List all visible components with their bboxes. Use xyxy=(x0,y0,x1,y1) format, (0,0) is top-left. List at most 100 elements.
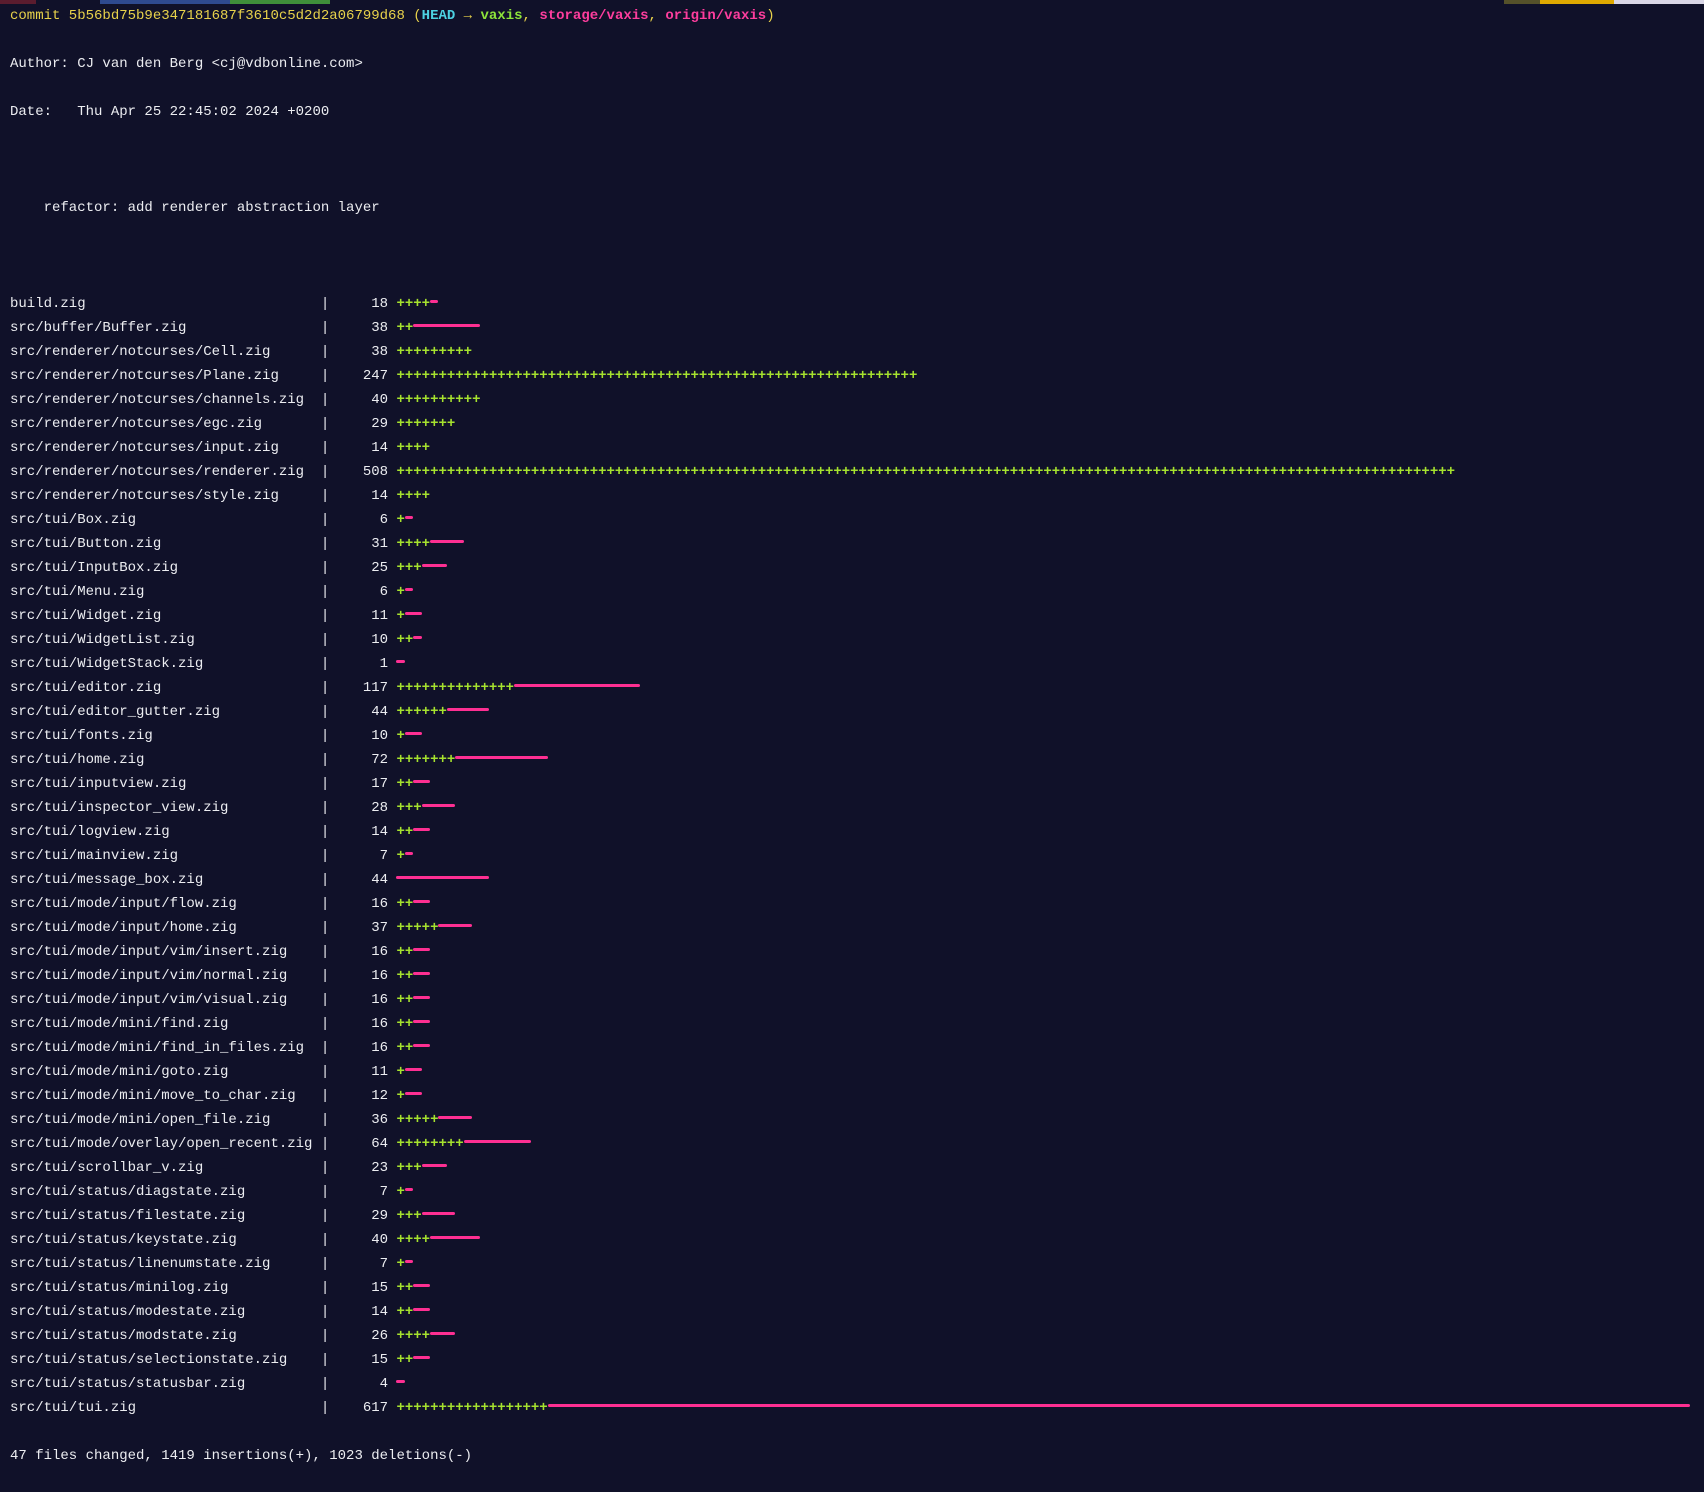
diffstat-row: src/tui/status/filestate.zig | 29 +++ xyxy=(10,1204,1690,1228)
commit-line-part: vaxis xyxy=(480,8,523,24)
deletions-bar xyxy=(404,1067,422,1071)
file-name-and-count: src/tui/Menu.zig | 6 xyxy=(10,584,397,600)
diffstat-row: src/tui/mode/overlay/open_recent.zig | 6… xyxy=(10,1132,1690,1156)
diffstat-row: src/tui/mode/mini/find.zig | 16 ++ xyxy=(10,1012,1690,1036)
file-name-and-count: src/tui/Button.zig | 31 xyxy=(10,536,397,552)
file-name-and-count: src/renderer/notcurses/renderer.zig | 50… xyxy=(10,464,397,480)
deletions-bar xyxy=(421,563,447,567)
date-line: Date: Thu Apr 25 22:45:02 2024 +0200 xyxy=(10,104,330,120)
file-name-and-count: src/tui/mode/mini/find.zig | 16 xyxy=(10,1016,397,1032)
insertions-bar: ++ xyxy=(396,1352,414,1368)
deletions-bar xyxy=(463,1139,531,1143)
insertions-bar: +++ xyxy=(396,800,422,816)
file-name-and-count: src/tui/mode/mini/goto.zig | 11 xyxy=(10,1064,397,1080)
file-name-and-count: src/tui/scrollbar_v.zig | 23 xyxy=(10,1160,397,1176)
insertions-bar: ++++ xyxy=(396,1328,431,1344)
diffstat-row: src/tui/status/modestate.zig | 14 ++ xyxy=(10,1300,1690,1324)
insertions-bar: +++++ xyxy=(396,920,439,936)
deletions-bar xyxy=(413,947,431,951)
insertions-bar: ++ xyxy=(396,776,414,792)
commit-line-part: , xyxy=(648,8,666,24)
insertions-bar: +++ xyxy=(396,1160,422,1176)
file-name-and-count: src/tui/fonts.zig | 10 xyxy=(10,728,397,744)
deletions-bar xyxy=(413,635,422,639)
file-name-and-count: src/tui/mainview.zig | 7 xyxy=(10,848,397,864)
file-name-and-count: src/tui/status/diagstate.zig | 7 xyxy=(10,1184,397,1200)
deletions-bar xyxy=(547,1403,1691,1407)
insertions-bar: ++++ xyxy=(396,296,431,312)
summary-line: 47 files changed, 1419 insertions(+), 10… xyxy=(10,1448,473,1464)
deletions-bar xyxy=(396,1379,405,1383)
author-line: Author: CJ van den Berg <cj@vdbonline.co… xyxy=(10,56,363,72)
file-name-and-count: src/tui/status/statusbar.zig | 4 xyxy=(10,1376,397,1392)
commit-line-part: → xyxy=(455,8,481,24)
deletions-bar xyxy=(413,1283,431,1287)
file-name-and-count: src/tui/editor.zig | 117 xyxy=(10,680,397,696)
file-name-and-count: build.zig | 18 xyxy=(10,296,397,312)
deletions-bar xyxy=(514,683,641,687)
diffstat-row: src/tui/message_box.zig | 44 xyxy=(10,868,1690,892)
insertions-bar: ++++++++++++++++++++++++++++++++++++++++… xyxy=(396,464,1456,480)
deletions-bar xyxy=(413,1355,431,1359)
diffstat-row: src/tui/status/minilog.zig | 15 ++ xyxy=(10,1276,1690,1300)
file-name-and-count: src/tui/mode/input/vim/insert.zig | 16 xyxy=(10,944,397,960)
insertions-bar: ++ xyxy=(396,896,414,912)
insertions-bar: + xyxy=(396,512,405,528)
insertions-bar: +++ xyxy=(396,1208,422,1224)
insertions-bar: +++++ xyxy=(396,1112,439,1128)
diffstat-row: src/tui/mode/input/vim/insert.zig | 16 +… xyxy=(10,940,1690,964)
diffstat-row: src/tui/editor_gutter.zig | 44 ++++++ xyxy=(10,700,1690,724)
insertions-bar: ++ xyxy=(396,824,414,840)
insertions-bar: +++++++++ xyxy=(396,344,473,360)
deletions-bar xyxy=(413,779,431,783)
insertions-bar: ++++++++ xyxy=(396,1136,464,1152)
file-name-and-count: src/tui/mode/mini/open_file.zig | 36 xyxy=(10,1112,397,1128)
insertions-bar: ++++ xyxy=(396,488,431,504)
diffstat-row: src/renderer/notcurses/input.zig | 14 ++… xyxy=(10,436,1690,460)
commit-line-part: , xyxy=(522,8,540,24)
deletions-bar xyxy=(430,539,464,543)
file-name-and-count: src/tui/mode/input/vim/normal.zig | 16 xyxy=(10,968,397,984)
diffstat-row: src/tui/Box.zig | 6 + xyxy=(10,508,1690,532)
deletions-bar xyxy=(438,923,473,927)
file-name-and-count: src/tui/mode/input/home.zig | 37 xyxy=(10,920,397,936)
file-name-and-count: src/tui/inspector_view.zig | 28 xyxy=(10,800,397,816)
file-name-and-count: src/renderer/notcurses/Cell.zig | 38 xyxy=(10,344,397,360)
commit-line-part: commit 5b56bd75b9e347181687f3610c5d2d2a0… xyxy=(10,8,422,24)
diffstat-row: src/tui/mainview.zig | 7 + xyxy=(10,844,1690,868)
diffstat-row: src/renderer/notcurses/Cell.zig | 38 +++… xyxy=(10,340,1690,364)
deletions-bar xyxy=(413,1043,431,1047)
insertions-bar: ++ xyxy=(396,632,414,648)
diffstat-row: src/tui/status/selectionstate.zig | 15 +… xyxy=(10,1348,1690,1372)
deletions-bar xyxy=(404,1187,414,1191)
blank-line xyxy=(10,148,1690,172)
diffstat-row: src/tui/status/diagstate.zig | 7 + xyxy=(10,1180,1690,1204)
diffstat-row: src/tui/status/linenumstate.zig | 7 + xyxy=(10,1252,1690,1276)
strip-segment xyxy=(1540,0,1614,4)
diffstat-row: src/tui/Button.zig | 31 ++++ xyxy=(10,532,1690,556)
insertions-bar: + xyxy=(396,584,405,600)
insertions-bar: +++++++ xyxy=(396,416,456,432)
file-name-and-count: src/renderer/notcurses/channels.zig | 40 xyxy=(10,392,397,408)
commit-message: refactor: add renderer abstraction layer xyxy=(10,200,380,216)
diffstat-row: src/tui/mode/mini/goto.zig | 11 + xyxy=(10,1060,1690,1084)
file-name-and-count: src/tui/editor_gutter.zig | 44 xyxy=(10,704,397,720)
terminal-screen: commit 5b56bd75b9e347181687f3610c5d2d2a0… xyxy=(0,3,1691,1492)
file-name-and-count: src/tui/message_box.zig | 44 xyxy=(10,872,397,888)
diffstat-list: build.zig | 18 ++++ src/buffer/Buffer.zig… xyxy=(10,292,1691,1420)
file-name-and-count: src/tui/logview.zig | 14 xyxy=(10,824,397,840)
deletions-bar xyxy=(430,299,439,303)
deletions-bar xyxy=(404,515,414,519)
diffstat-row: src/tui/status/statusbar.zig | 4 xyxy=(10,1372,1690,1396)
diffstat-row: src/tui/mode/input/vim/normal.zig | 16 +… xyxy=(10,964,1690,988)
file-name-and-count: src/tui/inputview.zig | 17 xyxy=(10,776,397,792)
insertions-bar: ++++++++++++++ xyxy=(396,680,515,696)
deletions-bar xyxy=(421,803,456,807)
diffstat-row: src/tui/WidgetStack.zig | 1 xyxy=(10,652,1690,676)
insertions-bar: ++ xyxy=(396,1280,414,1296)
file-name-and-count: src/tui/mode/mini/move_to_char.zig | 12 xyxy=(10,1088,397,1104)
insertions-bar: + xyxy=(396,728,405,744)
deletions-bar xyxy=(413,899,431,903)
file-name-and-count: src/tui/status/linenumstate.zig | 7 xyxy=(10,1256,397,1272)
blank-line xyxy=(10,244,1690,268)
